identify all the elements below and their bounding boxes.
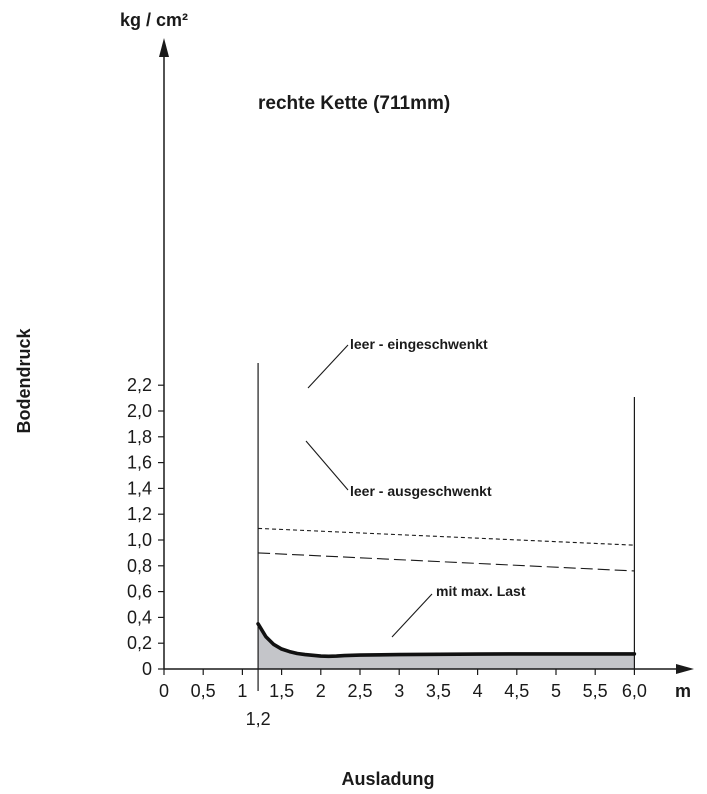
- x-tick-label: 4,5: [504, 681, 529, 701]
- annotation-leader-ausgeschwenkt: [305, 440, 349, 491]
- x-tick-label: 0,5: [191, 681, 216, 701]
- annotation-mit-max-last: mit max. Last: [436, 583, 526, 599]
- x-extra-tick-label: 1,2: [246, 709, 271, 729]
- annotation-leer-eingeschwenkt: leer - eingeschwenkt: [350, 336, 488, 352]
- y-tick-label: 1,0: [127, 530, 152, 550]
- x-tick-label: 3: [394, 681, 404, 701]
- series-leer-eingeschwenkt: [258, 527, 635, 546]
- series-leer-ausgeschwenkt: [258, 552, 635, 572]
- x-axis-title: Ausladung: [342, 769, 435, 789]
- x-unit-label: m: [675, 681, 691, 701]
- y-tick-label: 1,2: [127, 504, 152, 524]
- x-tick-label: 6,0: [622, 681, 647, 701]
- x-tick-label: 4: [473, 681, 483, 701]
- y-tick-label: 1,4: [127, 478, 152, 498]
- y-axis-arrow: [159, 38, 169, 57]
- annotation-leer-ausgeschwenkt: leer - ausgeschwenkt: [350, 483, 492, 499]
- y-unit-label: kg / cm²: [120, 10, 188, 30]
- y-tick-label: 0,8: [127, 556, 152, 576]
- y-tick-label: 0,4: [127, 607, 152, 627]
- x-tick-label: 2,5: [347, 681, 372, 701]
- x-axis-arrow: [676, 664, 694, 674]
- y-tick-label: 2,2: [127, 375, 152, 395]
- max-load-area: [258, 623, 635, 669]
- series-mit-max-last: [256, 622, 637, 659]
- plot-area: 0 0,2 0,4 0,6 0,8 1,0 1,2 1,4 1,6 1,8 2,0 2,2 0 0,5 1 1…: [127, 38, 694, 729]
- y-tick-label: 0,6: [127, 582, 152, 602]
- x-tick-label: 5: [551, 681, 561, 701]
- y-tick-label: 0,2: [127, 633, 152, 653]
- x-tick-label: 0: [159, 681, 169, 701]
- x-tick-label: 5,5: [583, 681, 608, 701]
- y-axis-title: Bodendruck: [14, 328, 34, 434]
- chart-title: rechte Kette (711mm): [258, 93, 450, 114]
- annotation-leader-max-last: [391, 593, 433, 638]
- y-tick-label: 1,6: [127, 453, 152, 473]
- x-tick-label: 3,5: [426, 681, 451, 701]
- x-tick-label: 2: [316, 681, 326, 701]
- y-tick-label: 2,0: [127, 401, 152, 421]
- annotation-leader-eingeschwenkt: [307, 344, 349, 389]
- x-tick-label: 1: [237, 681, 247, 701]
- x-tick-label: 1,5: [269, 681, 294, 701]
- y-tick-label: 1,8: [127, 427, 152, 447]
- y-tick-label: 0: [142, 659, 152, 679]
